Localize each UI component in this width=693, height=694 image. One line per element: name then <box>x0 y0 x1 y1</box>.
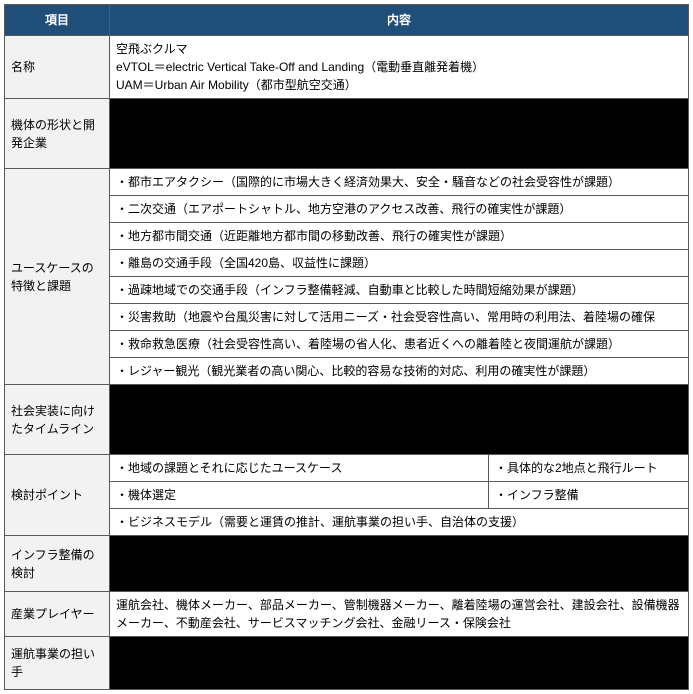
label-points: 検討ポイント <box>5 455 110 536</box>
usecase-item: ・救命救急医療（社会受容性高い、着陸場の省人化、患者近くへの離着陸と夜間運航が課… <box>110 331 689 358</box>
usecase-item: ・過疎地域での交通手段（インフラ整備軽減、自動車と比較した時間短縮効果が課題） <box>110 277 689 304</box>
points-r3: ・ビジネスモデル（需要と運賃の推計、運航事業の担い手、自治体の支援） <box>110 509 689 536</box>
content-operator-black <box>110 637 689 690</box>
info-table: 項目 内容 名称 空飛ぶクルマ eVTOL＝electric Vertical … <box>4 4 689 690</box>
usecase-item: ・都市エアタクシー（国際的に市場大きく経済効果大、安全・騒音などの社会受容性が課… <box>110 169 689 196</box>
row-name: 名称 空飛ぶクルマ eVTOL＝electric Vertical Take-O… <box>5 36 689 99</box>
label-players: 産業プレイヤー <box>5 592 110 637</box>
row-shape: 機体の形状と開発企業 <box>5 99 689 169</box>
header-content: 内容 <box>110 5 689 36</box>
header-row: 項目 内容 <box>5 5 689 36</box>
usecase-item: ・レジャー観光（観光業者の高い関心、比較的容易な技術的対応、利用の確実性が課題） <box>110 358 689 385</box>
row-usecase-0: ユースケースの特徴と課題 ・都市エアタクシー（国際的に市場大きく経済効果大、安全… <box>5 169 689 196</box>
points-r1c1: ・地域の課題とそれに応じたユースケース <box>110 455 489 482</box>
content-infra-black <box>110 536 689 592</box>
row-timeline: 社会実装に向けたタイムライン <box>5 385 689 455</box>
row-infra: インフラ整備の検討 <box>5 536 689 592</box>
label-operator: 運航事業の担い手 <box>5 637 110 690</box>
content-name: 空飛ぶクルマ eVTOL＝electric Vertical Take-Off … <box>110 36 689 99</box>
usecase-item: ・離島の交通手段（全国420島、収益性に課題） <box>110 250 689 277</box>
usecase-item: ・二次交通（エアポートシャトル、地方空港のアクセス改善、飛行の確実性が課題） <box>110 196 689 223</box>
usecase-item: ・地方都市間交通（近距離地方都市間の移動改善、飛行の確実性が課題） <box>110 223 689 250</box>
label-shape: 機体の形状と開発企業 <box>5 99 110 169</box>
row-points-1: 検討ポイント ・地域の課題とそれに応じたユースケース ・具体的な2地点と飛行ルー… <box>5 455 689 482</box>
points-r1c2: ・具体的な2地点と飛行ルート <box>488 455 688 482</box>
content-players: 運航会社、機体メーカー、部品メーカー、管制機器メーカー、離着陸場の運営会社、建設… <box>110 592 689 637</box>
content-timeline-black <box>110 385 689 455</box>
label-timeline: 社会実装に向けたタイムライン <box>5 385 110 455</box>
label-name: 名称 <box>5 36 110 99</box>
content-shape-black <box>110 99 689 169</box>
points-r2c2: ・インフラ整備 <box>488 482 688 509</box>
row-operator: 運航事業の担い手 <box>5 637 689 690</box>
points-r2c1: ・機体選定 <box>110 482 489 509</box>
label-infra: インフラ整備の検討 <box>5 536 110 592</box>
row-players: 産業プレイヤー 運航会社、機体メーカー、部品メーカー、管制機器メーカー、離着陸場… <box>5 592 689 637</box>
label-usecase: ユースケースの特徴と課題 <box>5 169 110 385</box>
header-item: 項目 <box>5 5 110 36</box>
usecase-item: ・災害救助（地震や台風災害に対して活用ニーズ・社会受容性高い、常用時の利用法、着… <box>110 304 689 331</box>
